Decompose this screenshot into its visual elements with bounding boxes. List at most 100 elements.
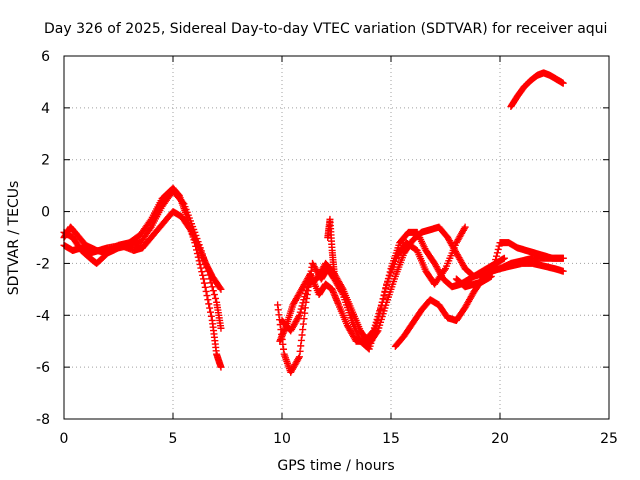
x-tick-label: 5 — [169, 431, 178, 447]
y-tick-label: -8 — [36, 412, 50, 428]
series-track-i — [452, 239, 567, 291]
data-point — [383, 281, 391, 289]
chart-title: Day 326 of 2025, Sidereal Day-to-day VTE… — [44, 21, 607, 37]
data-point — [298, 302, 306, 310]
data-point — [207, 279, 215, 287]
data-point — [206, 308, 214, 316]
data-point — [500, 254, 508, 262]
series-track-g — [324, 215, 338, 278]
series-track-a — [60, 184, 225, 371]
data-point — [199, 271, 207, 279]
data-point — [559, 254, 567, 262]
data-point — [217, 285, 225, 293]
data-point — [200, 275, 208, 283]
data-point — [209, 287, 217, 295]
data-point — [193, 235, 201, 243]
data-point — [206, 304, 214, 312]
data-point — [300, 296, 308, 304]
data-point — [201, 256, 209, 264]
data-point — [204, 296, 212, 304]
data-point — [385, 271, 393, 279]
data-point — [207, 312, 215, 320]
data-point — [217, 324, 225, 332]
x-axis-label: GPS time / hours — [277, 458, 394, 474]
data-point — [206, 275, 214, 283]
data-point — [208, 283, 216, 291]
data-point — [492, 256, 500, 264]
data-point — [295, 313, 303, 321]
data-point — [489, 266, 497, 274]
series-track-e — [276, 228, 508, 345]
data-point — [487, 272, 495, 280]
data-point — [490, 262, 498, 270]
data-point — [303, 283, 311, 291]
x-tick-label: 15 — [382, 431, 400, 447]
data-point — [301, 293, 309, 301]
data-point — [302, 290, 310, 298]
data-point — [216, 284, 224, 292]
data-point — [200, 279, 208, 287]
data-point — [146, 225, 154, 233]
data-point — [330, 270, 338, 278]
plot-frame — [63, 55, 610, 420]
y-tick-label: -6 — [36, 360, 50, 376]
data-point — [494, 245, 502, 253]
series-track-j — [507, 69, 567, 111]
y-axis-label: SDTVAR / TECUs — [6, 181, 22, 296]
y-tick-label: 0 — [41, 205, 50, 221]
data-point — [198, 268, 206, 276]
y-tick-label: 4 — [41, 101, 50, 117]
data-point — [196, 244, 204, 252]
data-point — [295, 311, 303, 319]
data-point — [380, 292, 388, 300]
data-point — [296, 308, 304, 316]
x-tick-label: 10 — [273, 431, 291, 447]
grid — [64, 56, 609, 419]
data-point — [210, 291, 218, 299]
data-point — [192, 231, 200, 239]
data-point — [201, 283, 209, 291]
data-point — [191, 228, 199, 236]
y-tick-label: 2 — [41, 153, 50, 169]
data-point — [205, 300, 213, 308]
data-point — [493, 249, 501, 257]
data-point — [179, 198, 187, 206]
data-point — [197, 247, 205, 255]
data-marks — [60, 69, 567, 376]
data-point — [384, 275, 392, 283]
data-point — [559, 79, 567, 87]
data-point — [299, 299, 307, 307]
data-point — [460, 225, 468, 233]
data-point — [488, 269, 496, 277]
data-point — [202, 259, 210, 267]
data-point — [491, 259, 499, 267]
data-point — [493, 252, 501, 260]
data-point — [212, 294, 220, 302]
data-point — [384, 278, 392, 286]
x-tick-label: 0 — [60, 431, 69, 447]
data-point — [197, 264, 205, 272]
y-tick-label: -4 — [36, 308, 50, 324]
data-point — [302, 286, 310, 294]
y-tick-label: 6 — [41, 49, 50, 65]
x-tick-label: 25 — [600, 431, 618, 447]
series-track-c — [60, 187, 225, 332]
data-point — [202, 287, 210, 295]
data-point — [217, 363, 225, 371]
data-point — [297, 305, 305, 313]
data-point — [373, 328, 381, 336]
data-point — [194, 238, 202, 246]
data-point — [559, 267, 567, 275]
data-point — [379, 295, 387, 303]
data-point — [205, 271, 213, 279]
data-point — [461, 223, 469, 231]
y-tick-label: -2 — [36, 256, 50, 272]
axis-ticks: 0 5 10 15 20 25 -8 -6 -4 -2 0 2 4 6 — [36, 49, 618, 447]
data-point — [203, 292, 211, 300]
x-tick-label: 20 — [491, 431, 509, 447]
data-point — [198, 250, 206, 258]
data-point — [386, 268, 394, 276]
data-point — [440, 266, 448, 274]
data-point — [203, 263, 211, 271]
